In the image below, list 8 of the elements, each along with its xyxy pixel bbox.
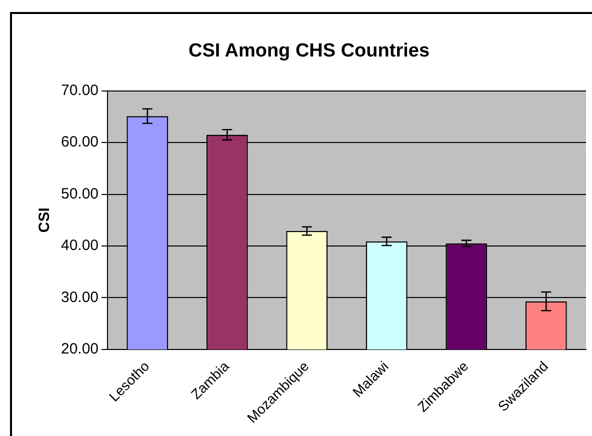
y-tick-label: 20.00 xyxy=(60,340,99,358)
y-tick-label: 60.00 xyxy=(60,134,99,151)
y-tick-label: 50.00 xyxy=(60,185,99,202)
y-tick-label: 30.00 xyxy=(60,288,99,306)
y-tick-label: 40.00 xyxy=(60,237,99,254)
chart-title: CSI Among CHS Countries xyxy=(188,40,430,62)
y-tick-label: 70.00 xyxy=(60,82,99,99)
y-axis-title: CSI xyxy=(36,208,54,233)
